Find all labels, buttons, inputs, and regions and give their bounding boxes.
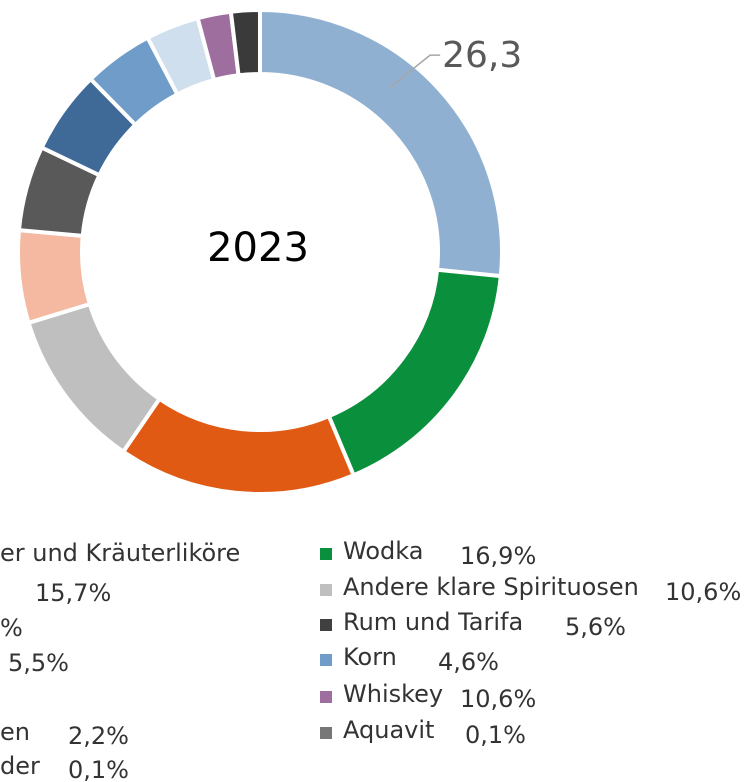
center-label: 2023 (207, 225, 309, 271)
legend-value: 2,2% (68, 722, 129, 750)
legend-label: Andere klare Spirituosen (343, 573, 639, 601)
data-label: 26,3 (442, 35, 522, 76)
legend-swatch (320, 619, 332, 631)
legend-value: 16,9% (460, 542, 536, 570)
legend-value: 5,5% (8, 649, 69, 677)
donut-segment (228, 7, 262, 78)
legend-value: % (0, 614, 23, 642)
legend-label: Korn (343, 643, 397, 671)
legend-value: 10,6% (460, 685, 536, 713)
legend-value: 4,6% (438, 648, 499, 676)
legend-swatch (320, 584, 332, 596)
legend-label: en (0, 718, 30, 746)
legend-swatch (320, 691, 332, 703)
legend-label: Rum und Tarifa (343, 608, 523, 636)
donut-segment (120, 396, 357, 496)
legend-value: 0,1% (465, 721, 526, 749)
legend-value: 5,6% (565, 613, 626, 641)
donut-segment (26, 301, 163, 455)
donut-segment (16, 227, 93, 326)
legend-value: 0,1% (68, 756, 129, 782)
legend-swatch (320, 727, 332, 739)
donut-segment (326, 267, 503, 478)
legend-value: 15,7% (35, 579, 111, 607)
legend-label: er und Kräuterliköre (0, 539, 240, 567)
leader-line (389, 54, 441, 88)
legend-label: der (0, 752, 40, 780)
legend-label: Wodka (343, 537, 423, 565)
donut-segment (258, 7, 504, 279)
legend-swatch (320, 548, 332, 560)
legend-swatch (320, 654, 332, 666)
legend-value: 10,6% (665, 578, 741, 606)
legend-label: Whiskey (343, 680, 443, 708)
legend-label: Aquavit (343, 716, 434, 744)
